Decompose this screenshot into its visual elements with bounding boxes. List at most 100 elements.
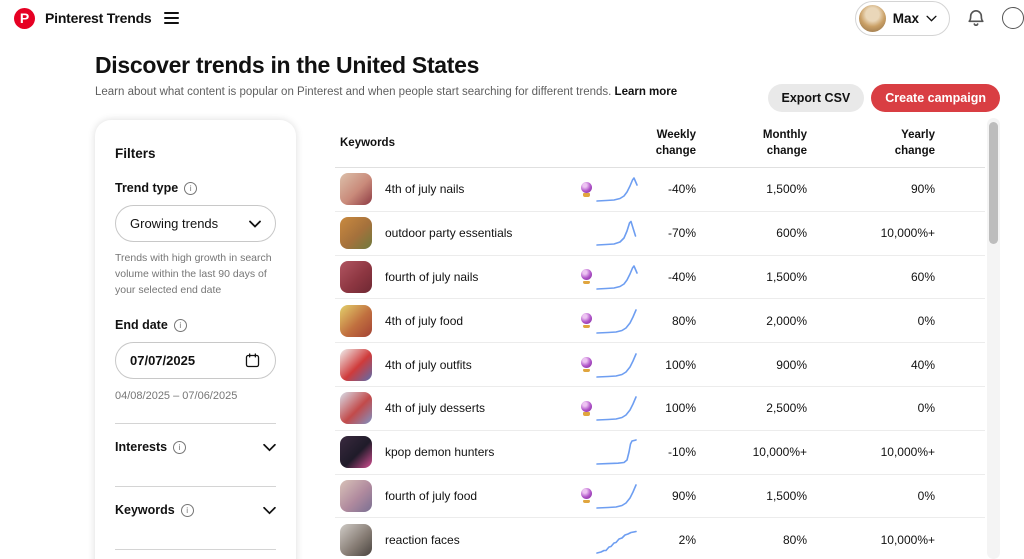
yearly-change: 0% bbox=[917, 488, 935, 503]
keyword-thumbnail bbox=[340, 348, 372, 381]
trend-type-label: Trend type bbox=[115, 181, 179, 195]
monthly-change: 10,000%+ bbox=[752, 445, 807, 460]
table-row[interactable]: 4th of july outfits 100% 900% 40% bbox=[335, 343, 985, 387]
keyword-label: 4th of july food bbox=[385, 313, 464, 328]
crystal-ball-icon bbox=[580, 313, 592, 329]
yearly-change: 10,000%+ bbox=[880, 445, 935, 460]
page-title: Discover trends in the United States bbox=[95, 52, 480, 78]
chevron-down-icon bbox=[249, 220, 261, 228]
table-row[interactable]: fourth of july nails -40% 1,500% 60% bbox=[335, 256, 985, 300]
table-rows: 4th of july nails -40% 1,500% 90% outdoo… bbox=[335, 168, 985, 559]
info-icon[interactable] bbox=[180, 503, 194, 517]
section-label: Keywords bbox=[115, 503, 175, 518]
weekly-change: -70% bbox=[667, 226, 696, 241]
date-range-text: 04/08/2025 – 07/06/2025 bbox=[115, 390, 238, 403]
sparkline-chart bbox=[596, 530, 637, 554]
keyword-thumbnail bbox=[340, 304, 372, 337]
menu-icon[interactable] bbox=[163, 12, 179, 24]
table-row[interactable]: reaction faces 2% 80% 10,000%+ bbox=[335, 518, 985, 559]
table-row[interactable]: fourth of july food 90% 1,500% 0% bbox=[335, 475, 985, 519]
monthly-change: 1,500% bbox=[766, 269, 807, 284]
filter-section-keywords[interactable]: Keywords bbox=[115, 487, 276, 549]
avatar bbox=[858, 4, 886, 32]
column-header-monthly: Monthly change bbox=[762, 128, 807, 157]
yearly-change: 60% bbox=[910, 269, 935, 284]
crystal-ball-icon bbox=[580, 181, 592, 197]
create-campaign-button[interactable]: Create campaign bbox=[871, 84, 1000, 112]
keyword-label: 4th of july nails bbox=[385, 182, 465, 197]
column-header-keywords: Keywords bbox=[340, 136, 395, 149]
monthly-change: 1,500% bbox=[766, 488, 807, 503]
table-row[interactable]: 4th of july food 80% 2,000% 0% bbox=[335, 299, 985, 344]
sparkline-chart bbox=[596, 220, 637, 246]
info-icon[interactable] bbox=[173, 440, 187, 454]
table-row[interactable]: outdoor party essentials -70% 600% 10,00… bbox=[335, 212, 985, 256]
table-row[interactable]: kpop demon hunters -10% 10,000%+ 10,000%… bbox=[335, 431, 985, 475]
weekly-change: 90% bbox=[671, 488, 696, 503]
end-date-input[interactable]: 07/07/2025 bbox=[115, 342, 276, 380]
notifications-bell-icon[interactable] bbox=[965, 7, 987, 29]
keyword-thumbnail bbox=[340, 217, 372, 250]
page-subtitle: Learn about what content is popular on P… bbox=[95, 86, 678, 98]
chevron-down-icon bbox=[263, 443, 276, 452]
keyword-thumbnail bbox=[340, 523, 372, 556]
weekly-change: 80% bbox=[671, 313, 696, 328]
pinterest-logo-icon[interactable]: P bbox=[14, 7, 35, 29]
monthly-change: 600% bbox=[776, 226, 807, 241]
keyword-thumbnail bbox=[340, 479, 372, 512]
info-icon[interactable] bbox=[184, 181, 198, 195]
end-date-label: End date bbox=[115, 318, 168, 333]
keyword-label: outdoor party essentials bbox=[385, 226, 513, 241]
keyword-label: 4th of july outfits bbox=[385, 357, 472, 372]
sparkline-chart bbox=[596, 265, 638, 290]
trends-table: Keywords Weekly change Monthly change Ye… bbox=[335, 120, 985, 559]
sparkline-chart bbox=[596, 439, 637, 465]
weekly-change: 2% bbox=[678, 532, 696, 547]
crystal-ball-icon bbox=[580, 400, 592, 416]
info-icon[interactable] bbox=[173, 318, 187, 332]
keyword-label: kpop demon hunters bbox=[385, 445, 495, 460]
learn-more-link[interactable]: Learn more bbox=[614, 86, 678, 98]
keyword-label: reaction faces bbox=[385, 532, 460, 547]
keyword-thumbnail bbox=[340, 260, 372, 293]
monthly-change: 80% bbox=[782, 532, 807, 547]
account-menu[interactable]: Max bbox=[854, 0, 950, 36]
scrollbar-thumb[interactable] bbox=[989, 122, 998, 244]
top-bar: P Pinterest Trends Max bbox=[0, 0, 1024, 36]
keyword-label: fourth of july food bbox=[385, 488, 478, 503]
column-header-yearly: Yearly change bbox=[894, 128, 935, 157]
keyword-label: fourth of july nails bbox=[385, 269, 479, 284]
filter-section-age[interactable]: Age bbox=[115, 550, 276, 559]
messages-icon[interactable] bbox=[1002, 7, 1024, 29]
filter-sections: Interests Keywords Age bbox=[115, 424, 276, 559]
yearly-change: 0% bbox=[917, 401, 935, 416]
weekly-change: -10% bbox=[667, 445, 696, 460]
account-name: Max bbox=[892, 10, 919, 26]
keyword-thumbnail bbox=[340, 392, 372, 425]
sparkline-chart bbox=[596, 484, 637, 509]
crystal-ball-icon bbox=[580, 488, 592, 504]
page-header: Discover trends in the United States Lea… bbox=[0, 36, 1024, 112]
filter-section-interests[interactable]: Interests bbox=[115, 424, 276, 486]
weekly-change: -40% bbox=[667, 182, 696, 197]
weekly-change: 100% bbox=[665, 357, 696, 372]
app-title: Pinterest Trends bbox=[45, 10, 152, 26]
scrollbar-track bbox=[987, 118, 1000, 559]
sparkline-chart bbox=[596, 396, 637, 422]
monthly-change: 900% bbox=[776, 357, 807, 372]
export-csv-button[interactable]: Export CSV bbox=[767, 84, 865, 112]
weekly-change: -40% bbox=[667, 269, 696, 284]
chevron-down-icon bbox=[263, 506, 276, 515]
trend-type-select[interactable]: Growing trends bbox=[115, 205, 276, 242]
table-row[interactable]: 4th of july nails -40% 1,500% 90% bbox=[335, 168, 985, 212]
monthly-change: 2,000% bbox=[766, 313, 807, 328]
sparkline-chart bbox=[596, 177, 638, 203]
keyword-label: 4th of july desserts bbox=[385, 401, 486, 416]
yearly-change: 0% bbox=[917, 313, 935, 328]
column-header-weekly: Weekly change bbox=[655, 128, 696, 157]
chevron-down-icon bbox=[926, 15, 937, 22]
yearly-change: 90% bbox=[910, 182, 935, 197]
yearly-change: 10,000%+ bbox=[880, 226, 935, 241]
table-row[interactable]: 4th of july desserts 100% 2,500% 0% bbox=[335, 387, 985, 431]
